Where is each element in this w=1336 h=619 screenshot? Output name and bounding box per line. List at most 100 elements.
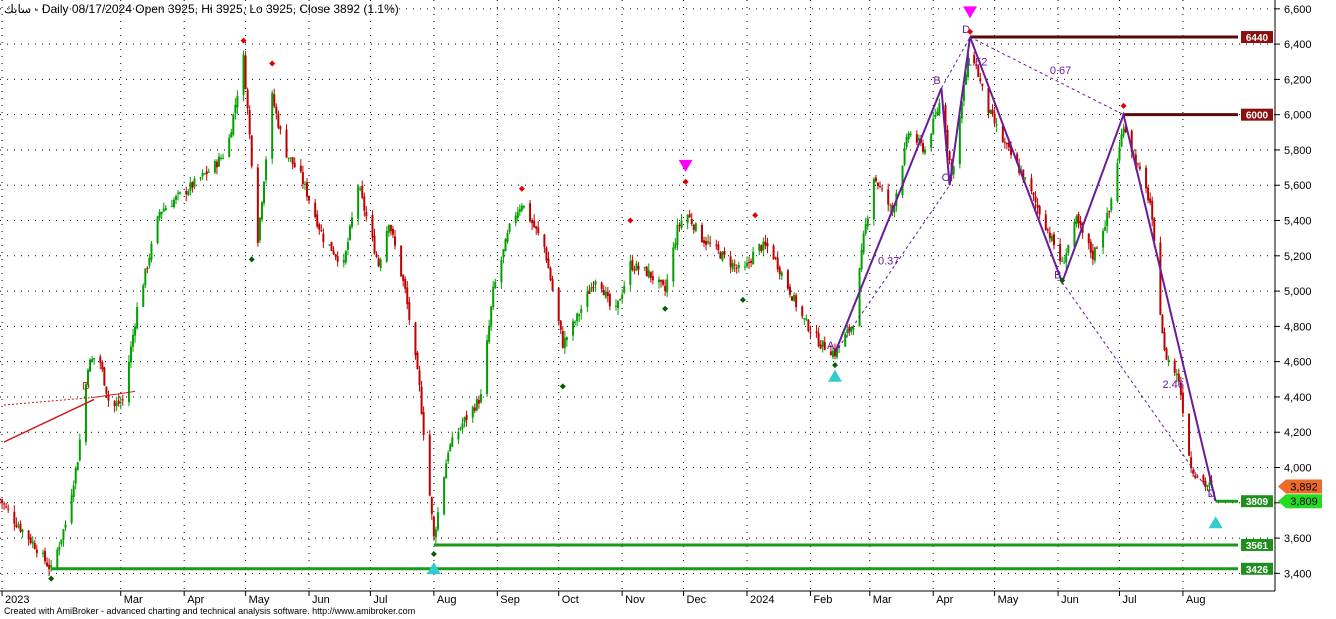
candle-body — [1, 499, 4, 503]
candle-body — [7, 508, 10, 510]
candle-body — [664, 285, 667, 291]
pattern-ratio-label: 1.52 — [966, 56, 987, 68]
candle-body — [346, 241, 349, 250]
candle-body — [91, 358, 94, 362]
candle-body — [15, 524, 18, 527]
candle-body — [809, 332, 812, 334]
candle-body — [406, 287, 409, 305]
candle-body — [99, 356, 102, 363]
candle-body — [373, 235, 376, 254]
candle-body — [414, 322, 417, 356]
candle-body — [1050, 235, 1053, 241]
candle-body — [179, 192, 182, 194]
candle-body — [1202, 475, 1205, 483]
candle-body — [1138, 166, 1141, 169]
candle-body — [772, 245, 775, 260]
candle-body — [944, 104, 947, 133]
candle-body — [592, 286, 595, 288]
candle-body — [952, 166, 955, 175]
header-ohlc: - Daily 08/17/2024 Open 3925, Hi 3925, L… — [31, 2, 399, 16]
sell-triangle — [963, 6, 978, 19]
candle-body — [187, 191, 190, 196]
candle-body — [457, 431, 460, 440]
candle-body — [1167, 359, 1170, 362]
candle-body — [56, 549, 59, 568]
candle-body — [1106, 212, 1109, 227]
y-tick-label: 3,400 — [1284, 568, 1312, 580]
candle-body — [449, 444, 452, 451]
candle-body — [19, 523, 22, 532]
candle-body — [127, 361, 130, 403]
candle-body — [889, 204, 892, 206]
candle-body — [160, 211, 163, 215]
x-tick-label: 2024 — [750, 594, 774, 606]
candle-body — [619, 299, 622, 301]
candle-body — [1177, 373, 1180, 382]
candle-body — [907, 133, 910, 140]
candle-body — [1163, 332, 1166, 350]
y-tick-label: 6,600 — [1284, 4, 1312, 16]
candle-body — [391, 228, 394, 235]
candle-body — [516, 212, 519, 219]
pattern-point-label: C — [942, 172, 950, 184]
candle-body — [588, 291, 591, 294]
y-tick-label: 5,400 — [1284, 216, 1312, 228]
candle-body — [1075, 216, 1078, 225]
candle-body — [84, 383, 87, 442]
candle-body — [87, 369, 90, 385]
pattern-ratio-label: 0.37 — [878, 256, 899, 268]
y-tick-label: 5,200 — [1284, 251, 1312, 263]
candle-body — [1089, 241, 1092, 253]
candle-body — [193, 178, 196, 188]
symbol-name: سابك — [4, 2, 32, 16]
candle-body — [836, 347, 839, 358]
candle-body — [256, 167, 259, 243]
candle-body — [189, 182, 192, 191]
candle-body — [651, 276, 654, 281]
price-flag — [1278, 494, 1322, 509]
level-lines — [51, 35, 1238, 571]
resistance-tag — [1241, 108, 1273, 121]
candle-body — [1118, 147, 1121, 161]
candle-body — [1110, 199, 1113, 211]
candle-body — [561, 331, 564, 348]
candle-body — [248, 110, 251, 135]
candle-body — [1136, 163, 1139, 165]
candle-body — [244, 55, 247, 90]
price-flag-label: 3,892 — [1290, 482, 1318, 494]
candle-body — [1208, 482, 1211, 487]
candle-body — [1003, 141, 1006, 143]
candle-body — [1104, 226, 1107, 231]
resistance-tag — [1241, 31, 1273, 44]
candle-body — [1192, 470, 1195, 474]
candle-body — [465, 415, 468, 420]
candle-body — [434, 529, 437, 538]
candle-body — [719, 252, 722, 259]
candle-body — [831, 350, 834, 358]
candle-body — [121, 399, 124, 401]
candle-body — [93, 358, 96, 360]
candle-body — [979, 78, 982, 82]
candle-body — [549, 268, 552, 281]
candle-body — [637, 266, 640, 270]
candle-body — [948, 151, 951, 161]
candle-body — [328, 244, 331, 246]
candle-body — [879, 186, 882, 188]
candle-body — [686, 215, 689, 224]
x-tick-label: Jul — [1122, 594, 1136, 606]
candle-body — [44, 550, 47, 562]
candle-body — [764, 241, 767, 246]
peak-diamond — [752, 212, 759, 219]
candle-body — [1087, 233, 1090, 244]
candle-body — [320, 230, 323, 232]
candle-body — [518, 209, 521, 213]
candle-body — [930, 133, 933, 148]
candle-body — [964, 74, 967, 85]
candle-body — [17, 526, 20, 528]
candle-body — [136, 307, 139, 329]
candle-body — [1077, 214, 1080, 224]
candle-body — [232, 114, 235, 135]
candle-body — [946, 130, 949, 149]
candle-body — [543, 234, 546, 247]
candle-body — [199, 177, 202, 179]
